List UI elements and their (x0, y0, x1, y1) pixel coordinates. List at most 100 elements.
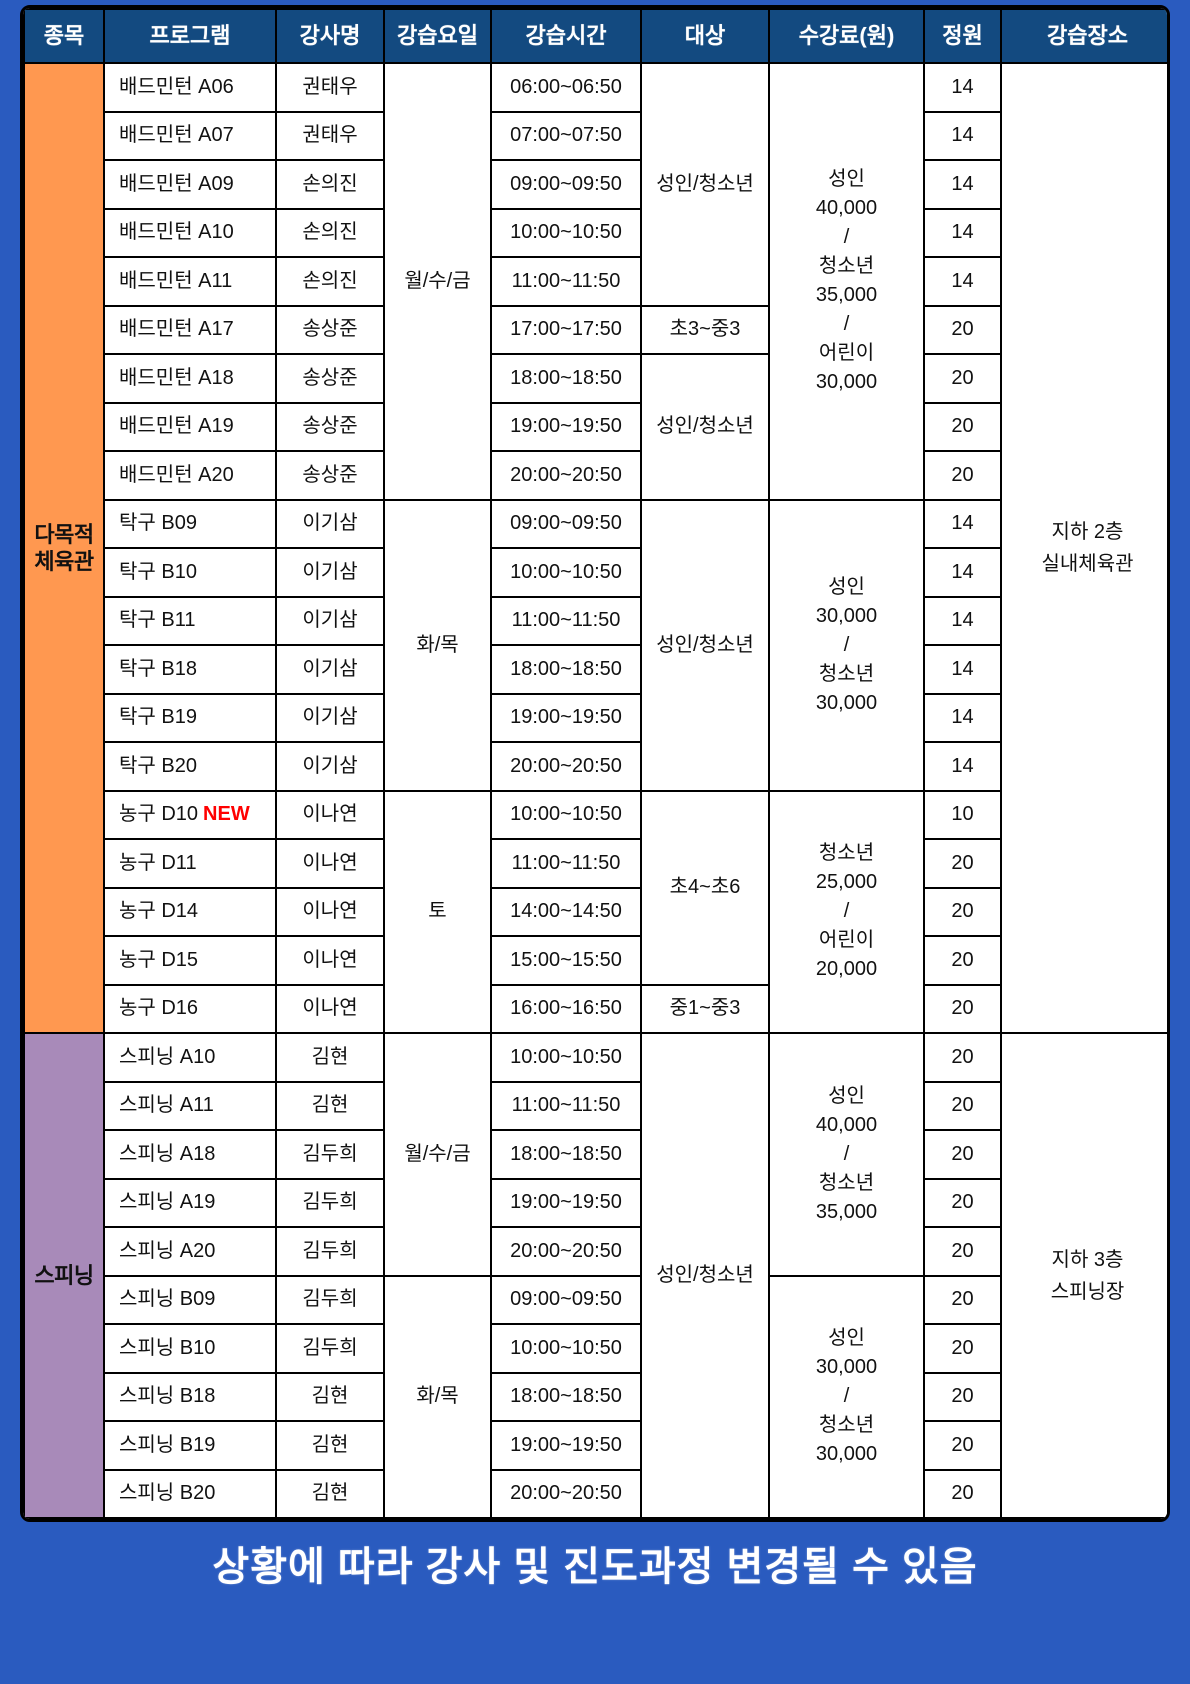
class-schedule-table-wrapper: 종목 프로그램 강사명 강습요일 강습시간 대상 수강료(원) 정원 강습장소 … (20, 5, 1170, 1522)
capacity-cell: 20 (923, 1129, 1002, 1180)
capacity-cell: 14 (923, 62, 1002, 113)
capacity-cell: 14 (923, 644, 1002, 695)
table-row: 스피닝 A19 김두희 19:00~19:50 20 (24, 1177, 1167, 1228)
instructor-cell: 김현 (275, 1468, 385, 1519)
instructor-cell: 이기삼 (275, 547, 385, 598)
place-line-1: 지하 3층 (1051, 1248, 1124, 1271)
table-row: 스피닝 B18 김현 18:00~18:50 20 (24, 1371, 1167, 1422)
capacity-cell: 20 (923, 1080, 1002, 1131)
program-label: 배드민턴 A17 (119, 318, 234, 341)
capacity-cell: 14 (923, 110, 1002, 161)
table-row: 스피닝 B10 김두희 10:00~10:50 20 (24, 1323, 1167, 1374)
instructor-cell: 권태우 (275, 62, 385, 113)
target-cell: 성인/청소년 (640, 1032, 770, 1519)
instructor-cell: 김현 (275, 1371, 385, 1422)
capacity-cell: 10 (923, 789, 1002, 840)
capacity-cell: 20 (923, 304, 1002, 355)
place-line-2: 스피닝장 (1050, 1280, 1125, 1303)
program-label: 탁구 B11 (119, 609, 196, 632)
program-cell: 스피닝 A20 (103, 1226, 277, 1277)
table-row: 탁구 B11 이기삼 11:00~11:50 14 (24, 595, 1167, 646)
program-cell: 배드민턴 A17 (103, 304, 277, 355)
fee-line: 30,000 (815, 691, 878, 714)
program-cell: 배드민턴 A07 (103, 110, 277, 161)
fee-line: / (843, 226, 850, 249)
instructor-cell: 송상준 (275, 353, 385, 404)
program-label: 탁구 B19 (119, 706, 197, 729)
target-cell: 성인/청소년 (640, 353, 770, 501)
table-row: 스피닝 A11 김현 11:00~11:50 20 (24, 1080, 1167, 1131)
category-line-2: 체육관 (34, 549, 94, 574)
new-badge: NEW (203, 803, 250, 826)
fee-line: / (843, 633, 850, 656)
program-label: 스피닝 B10 (119, 1336, 216, 1359)
program-cell: 스피닝 A18 (103, 1129, 277, 1180)
column-header-category: 종목 (23, 8, 105, 64)
program-label: 배드민턴 A20 (119, 463, 234, 486)
capacity-cell: 20 (923, 1274, 1002, 1325)
time-cell: 11:00~11:50 (490, 1080, 642, 1131)
instructor-cell: 권태우 (275, 110, 385, 161)
program-cell: 농구 D10 NEW (103, 789, 277, 840)
fee-line: 40,000 (815, 197, 878, 220)
capacity-cell: 14 (923, 256, 1002, 307)
column-header-days: 강습요일 (383, 8, 492, 64)
days-cell: 월/수/금 (383, 1032, 492, 1277)
capacity-cell: 14 (923, 547, 1002, 598)
instructor-cell: 김두희 (275, 1129, 385, 1180)
footer-note: 상황에 따라 강사 및 진도과정 변경될 수 있음 (212, 1545, 978, 1589)
time-cell: 11:00~11:50 (490, 838, 642, 889)
column-header-program: 프로그램 (103, 8, 277, 64)
time-cell: 10:00~10:50 (490, 789, 642, 840)
fee-line: 성인 (828, 1327, 865, 1350)
instructor-cell: 손의진 (275, 207, 385, 258)
fee-line: 성인 (828, 168, 865, 191)
fee-line: 청소년 (818, 1171, 875, 1194)
program-label: 농구 D14 (119, 900, 199, 923)
program-cell: 스피닝 B10 (103, 1323, 277, 1374)
capacity-cell: 20 (923, 450, 1002, 501)
instructor-cell: 이기삼 (275, 692, 385, 743)
program-cell: 배드민턴 A10 (103, 207, 277, 258)
program-cell: 탁구 B09 (103, 498, 277, 549)
program-cell: 탁구 B11 (103, 595, 277, 646)
capacity-cell: 14 (923, 498, 1002, 549)
fee-line: 30,000 (815, 371, 878, 394)
place-line-2: 실내체육관 (1041, 553, 1134, 575)
target-cell: 성인/청소년 (640, 498, 770, 792)
program-label: 스피닝 A11 (119, 1094, 214, 1117)
instructor-cell: 김현 (275, 1032, 385, 1083)
fee-cell-spinning-a: 성인 40,000 / 청소년 35,000 (768, 1032, 925, 1277)
fee-line: 어린이 (818, 342, 875, 365)
fee-line: 30,000 (815, 1356, 878, 1379)
place-cell-spinning: 지하 3층 스피닝장 (1000, 1032, 1167, 1519)
program-cell: 농구 D15 (103, 935, 277, 986)
time-cell: 18:00~18:50 (490, 353, 642, 404)
capacity-cell: 20 (923, 353, 1002, 404)
program-cell: 농구 D14 (103, 886, 277, 937)
fee-line: 성인 (828, 1084, 865, 1107)
program-cell: 탁구 B19 (103, 692, 277, 743)
program-label: 탁구 B10 (119, 560, 197, 583)
instructor-cell: 이나연 (275, 789, 385, 840)
table-row: 탁구 B10 이기삼 10:00~10:50 14 (24, 547, 1167, 598)
program-label: 배드민턴 A11 (119, 269, 233, 292)
place-line-1: 지하 2층 (1051, 521, 1124, 543)
category-cell-gym: 다목적 체육관 (23, 62, 105, 1034)
program-cell: 배드민턴 A09 (103, 159, 277, 210)
table-row: 배드민턴 A17 송상준 17:00~17:50 초3~중3 20 (24, 304, 1167, 355)
program-label: 스피닝 B20 (119, 1482, 216, 1505)
program-cell: 농구 D11 (103, 838, 277, 889)
time-cell: 11:00~11:50 (490, 595, 642, 646)
instructor-cell: 이기삼 (275, 741, 385, 792)
time-cell: 18:00~18:50 (490, 1371, 642, 1422)
program-label: 배드민턴 A19 (119, 415, 234, 438)
fee-line: / (843, 1142, 850, 1165)
capacity-cell: 14 (923, 741, 1002, 792)
time-cell: 09:00~09:50 (490, 1274, 642, 1325)
table-row: 탁구 B09 이기삼 화/목 09:00~09:50 성인/청소년 성인 30,… (24, 498, 1167, 792)
fee-line: 30,000 (815, 604, 878, 627)
time-cell: 20:00~20:50 (490, 1468, 642, 1519)
time-cell: 16:00~16:50 (490, 983, 642, 1034)
